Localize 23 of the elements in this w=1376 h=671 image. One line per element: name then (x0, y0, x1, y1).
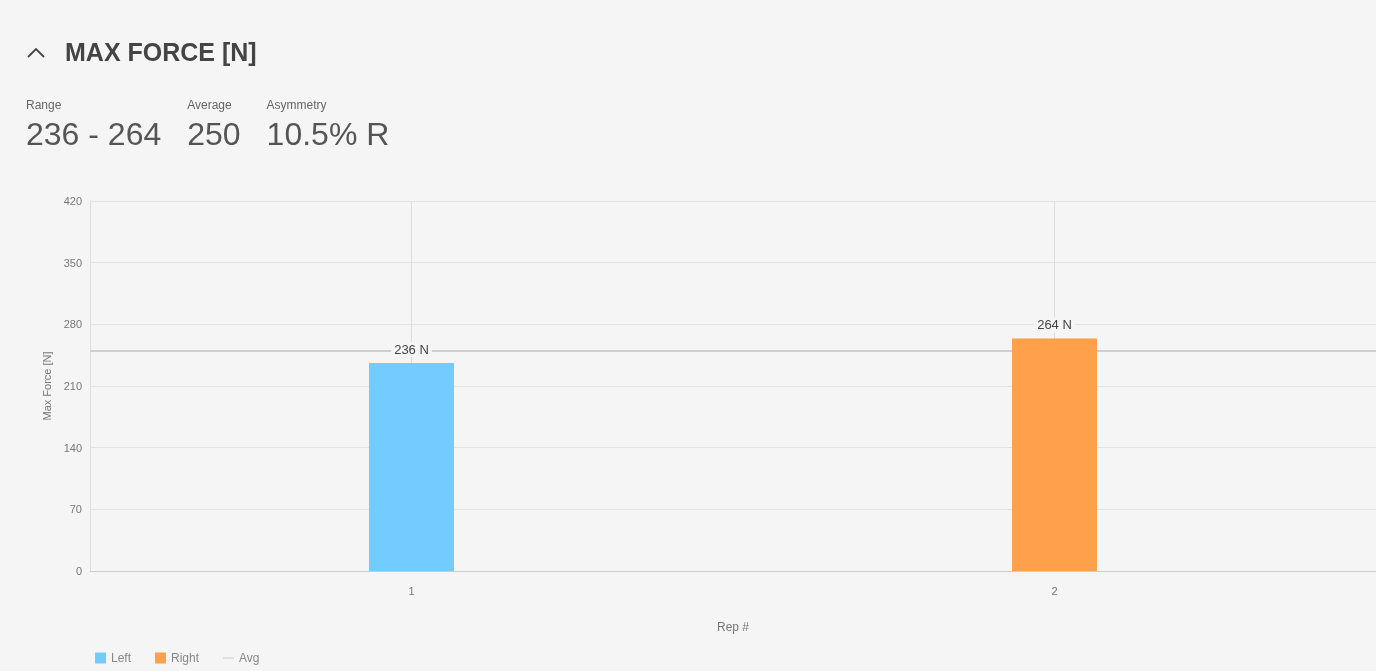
y-tick-label: 0 (75, 565, 82, 577)
text: Average (187, 98, 233, 112)
text: 10.5% R (266, 116, 390, 153)
y-tick-label: 70 (69, 503, 82, 516)
data-label: 236 N (394, 342, 429, 358)
text: 236 - 264 (26, 116, 162, 153)
y-tick-label: 420 (63, 195, 82, 207)
legend-label: Avg (239, 651, 260, 665)
text: Asymmetry (266, 98, 328, 112)
text: 250 (187, 116, 241, 153)
data-label: 264 N (1037, 317, 1072, 333)
y-tick-label: 280 (63, 318, 82, 331)
x-tick-label: 2 (1051, 584, 1058, 597)
x-axis-title: Rep # (716, 620, 750, 634)
x-tick-label: 1 (408, 584, 415, 597)
y-tick-label: 350 (63, 256, 82, 269)
legend-label: Right (171, 651, 200, 665)
chart-title: MAX FORCE [N] (65, 38, 257, 67)
y-axis-title: Max Force [N] (40, 351, 53, 421)
y-tick-label: 140 (63, 441, 82, 454)
y-tick-label: 210 (63, 380, 82, 392)
legend-label: Left (111, 651, 132, 665)
text: Range (26, 98, 63, 112)
